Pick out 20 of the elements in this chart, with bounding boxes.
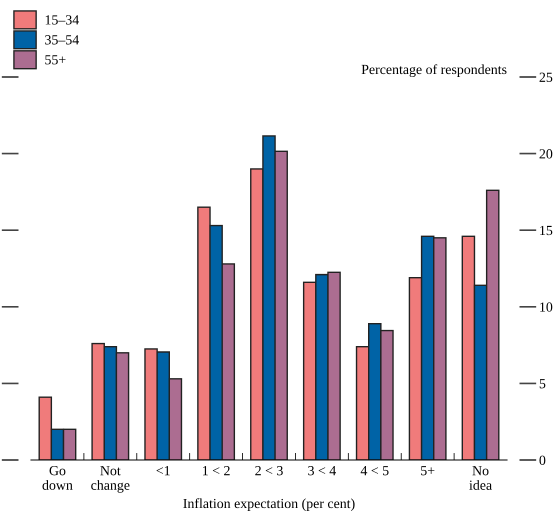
y-tick-label: 15: [540, 226, 552, 236]
x-tick-label: Not change: [91, 466, 130, 493]
y-tick-label: 5: [540, 379, 546, 388]
x-tick-label: No idea: [469, 466, 492, 490]
x-tick-label: <1: [156, 466, 170, 476]
x-axis-title: Inflation expectation (per cent): [183, 498, 355, 512]
y-tick-label: 25: [540, 72, 552, 82]
legend-label: 55+: [45, 55, 66, 64]
y-tick-label: 20: [540, 149, 552, 159]
y-tick-label: 10: [540, 302, 552, 312]
x-tick-label: 2 < 3: [255, 466, 283, 476]
x-tick-label: 3 < 4: [308, 466, 336, 476]
legend-label: 15–34: [46, 15, 79, 25]
y-tick-label: 0: [539, 456, 546, 465]
x-tick-label: 1 < 2: [203, 466, 230, 476]
x-tick-label: Go down: [42, 466, 73, 490]
x-tick-label: 5+: [421, 466, 434, 476]
x-tick-label: 4 < 5: [360, 466, 389, 476]
legend-label: 35–54: [45, 35, 79, 44]
y-axis-title: Percentage of respondents: [362, 64, 506, 77]
